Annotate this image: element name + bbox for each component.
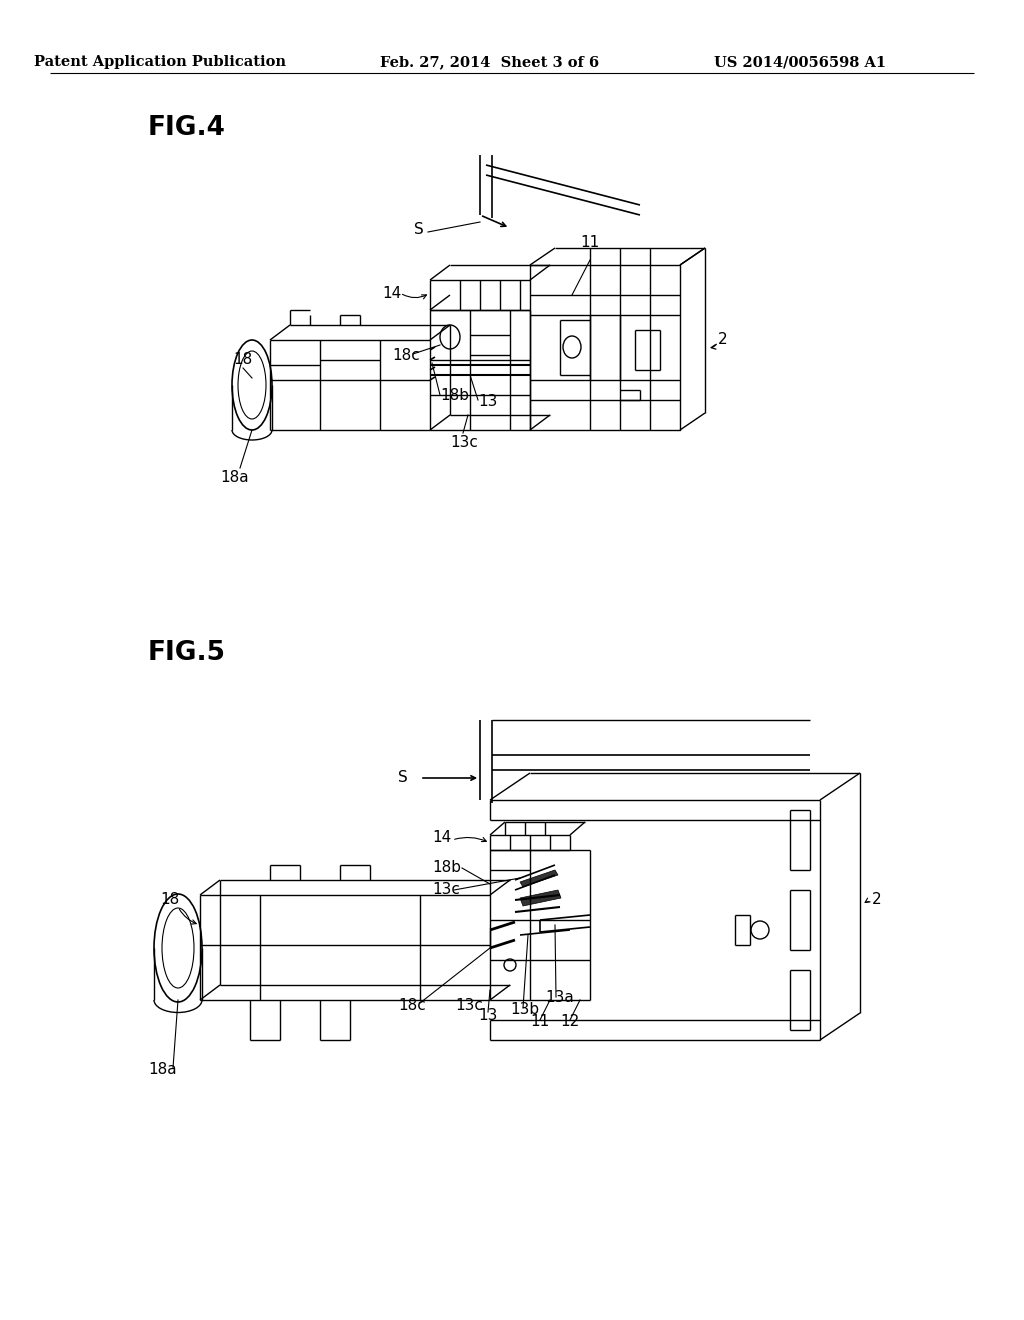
Text: 18a: 18a — [220, 470, 249, 484]
Text: 14: 14 — [382, 285, 401, 301]
Text: FIG.5: FIG.5 — [148, 640, 226, 667]
Text: 13a: 13a — [545, 990, 573, 1006]
Text: 18c: 18c — [398, 998, 426, 1012]
Text: 13c: 13c — [450, 436, 478, 450]
Text: 18: 18 — [233, 352, 252, 367]
Text: US 2014/0056598 A1: US 2014/0056598 A1 — [714, 55, 886, 69]
Text: Feb. 27, 2014  Sheet 3 of 6: Feb. 27, 2014 Sheet 3 of 6 — [381, 55, 600, 69]
Text: FIG.4: FIG.4 — [148, 115, 226, 141]
Text: 11: 11 — [580, 235, 599, 249]
Text: 18a: 18a — [148, 1063, 176, 1077]
Text: S: S — [398, 771, 408, 785]
Text: 13c: 13c — [455, 998, 483, 1012]
Text: 13: 13 — [478, 395, 498, 409]
Text: 13b: 13b — [510, 1002, 539, 1018]
Text: 14: 14 — [432, 830, 452, 846]
Text: Patent Application Publication: Patent Application Publication — [34, 55, 286, 69]
Polygon shape — [520, 870, 558, 887]
Text: 12: 12 — [560, 1015, 580, 1030]
Polygon shape — [520, 890, 561, 906]
Text: 18b: 18b — [440, 388, 469, 403]
Text: 2: 2 — [872, 892, 882, 908]
Text: 11: 11 — [530, 1015, 549, 1030]
Text: 18b: 18b — [432, 861, 461, 875]
Text: 13: 13 — [478, 1007, 498, 1023]
Text: 13c: 13c — [432, 883, 460, 898]
Text: 18c: 18c — [392, 347, 420, 363]
Text: S: S — [414, 223, 424, 238]
Text: 18: 18 — [160, 892, 179, 908]
Text: 2: 2 — [718, 333, 728, 347]
